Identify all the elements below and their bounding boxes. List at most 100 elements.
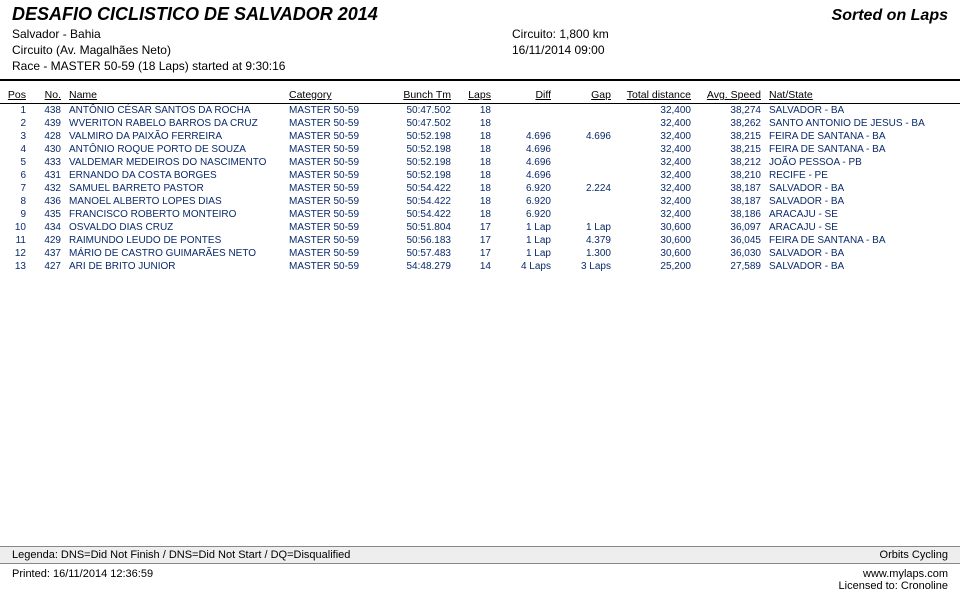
col-pos: Pos bbox=[0, 87, 30, 104]
cell-avg: 27,589 bbox=[695, 260, 765, 273]
cell-cat: MASTER 50-59 bbox=[285, 143, 385, 156]
cell-pos: 4 bbox=[0, 143, 30, 156]
cell-laps: 18 bbox=[455, 182, 495, 195]
cell-no: 437 bbox=[30, 247, 65, 260]
cell-name: MÁRIO DE CASTRO GUIMARÃES NETO bbox=[65, 247, 285, 260]
cell-diff: 4.696 bbox=[495, 130, 555, 143]
cell-avg: 38,187 bbox=[695, 195, 765, 208]
track: Circuito (Av. Magalhães Neto) bbox=[12, 43, 512, 57]
cell-gap bbox=[555, 195, 615, 208]
cell-bt: 50:52.198 bbox=[385, 169, 455, 182]
cell-laps: 17 bbox=[455, 234, 495, 247]
table-row: 1438ANTÔNIO CÉSAR SANTOS DA ROCHAMASTER … bbox=[0, 104, 960, 118]
cell-cat: MASTER 50-59 bbox=[285, 169, 385, 182]
circuito: Circuito: 1,800 km bbox=[512, 27, 609, 41]
cell-gap bbox=[555, 104, 615, 118]
cell-name: OSVALDO DIAS CRUZ bbox=[65, 221, 285, 234]
cell-avg: 38,212 bbox=[695, 156, 765, 169]
cell-avg: 36,097 bbox=[695, 221, 765, 234]
table-row: 10434OSVALDO DIAS CRUZMASTER 50-5950:51.… bbox=[0, 221, 960, 234]
cell-name: WVERITON RABELO BARROS DA CRUZ bbox=[65, 117, 285, 130]
cell-avg: 38,210 bbox=[695, 169, 765, 182]
results-table: Pos No. Name Category Bunch Tm Laps Diff… bbox=[0, 87, 960, 273]
cell-cat: MASTER 50-59 bbox=[285, 208, 385, 221]
cell-diff: 1 Lap bbox=[495, 234, 555, 247]
cell-nat: JOÃO PESSOA - PB bbox=[765, 156, 960, 169]
cell-diff: 4 Laps bbox=[495, 260, 555, 273]
cell-bt: 50:57.483 bbox=[385, 247, 455, 260]
col-avg: Avg. Speed bbox=[695, 87, 765, 104]
cell-td: 32,400 bbox=[615, 195, 695, 208]
cell-td: 30,600 bbox=[615, 247, 695, 260]
table-row: 6431ERNANDO DA COSTA BORGESMASTER 50-595… bbox=[0, 169, 960, 182]
cell-cat: MASTER 50-59 bbox=[285, 247, 385, 260]
table-row: 11429RAIMUNDO LEUDO DE PONTESMASTER 50-5… bbox=[0, 234, 960, 247]
cell-avg: 38,186 bbox=[695, 208, 765, 221]
cell-cat: MASTER 50-59 bbox=[285, 221, 385, 234]
cell-nat: SALVADOR - BA bbox=[765, 104, 960, 118]
cell-nat: SANTO ANTONIO DE JESUS - BA bbox=[765, 117, 960, 130]
cell-cat: MASTER 50-59 bbox=[285, 260, 385, 273]
cell-td: 25,200 bbox=[615, 260, 695, 273]
cell-avg: 36,030 bbox=[695, 247, 765, 260]
cell-diff: 1 Lap bbox=[495, 221, 555, 234]
cell-td: 32,400 bbox=[615, 182, 695, 195]
cell-gap: 3 Laps bbox=[555, 260, 615, 273]
legend-text: Legenda: DNS=Did Not Finish / DNS=Did No… bbox=[12, 549, 350, 561]
cell-no: 436 bbox=[30, 195, 65, 208]
cell-diff: 4.696 bbox=[495, 156, 555, 169]
table-row: 4430ANTÔNIO ROQUE PORTO DE SOUZAMASTER 5… bbox=[0, 143, 960, 156]
col-diff: Diff bbox=[495, 87, 555, 104]
printed-text: Printed: 16/11/2014 12:36:59 bbox=[12, 568, 153, 592]
cell-pos: 1 bbox=[0, 104, 30, 118]
cell-nat: FEIRA DE SANTANA - BA bbox=[765, 143, 960, 156]
cell-bt: 54:48.279 bbox=[385, 260, 455, 273]
cell-gap: 2.224 bbox=[555, 182, 615, 195]
cell-laps: 18 bbox=[455, 208, 495, 221]
cell-no: 439 bbox=[30, 117, 65, 130]
cell-name: VALDEMAR MEDEIROS DO NASCIMENTO bbox=[65, 156, 285, 169]
cell-cat: MASTER 50-59 bbox=[285, 234, 385, 247]
cell-no: 431 bbox=[30, 169, 65, 182]
cell-nat: SALVADOR - BA bbox=[765, 247, 960, 260]
cell-pos: 5 bbox=[0, 156, 30, 169]
cell-name: ANTÔNIO ROQUE PORTO DE SOUZA bbox=[65, 143, 285, 156]
cell-gap bbox=[555, 143, 615, 156]
cell-name: ERNANDO DA COSTA BORGES bbox=[65, 169, 285, 182]
cell-bt: 50:47.502 bbox=[385, 117, 455, 130]
cell-td: 32,400 bbox=[615, 143, 695, 156]
table-row: 9435FRANCISCO ROBERTO MONTEIROMASTER 50-… bbox=[0, 208, 960, 221]
cell-td: 32,400 bbox=[615, 130, 695, 143]
cell-nat: RECIFE - PE bbox=[765, 169, 960, 182]
cell-pos: 6 bbox=[0, 169, 30, 182]
cell-bt: 50:52.198 bbox=[385, 143, 455, 156]
cell-td: 30,600 bbox=[615, 234, 695, 247]
cell-no: 430 bbox=[30, 143, 65, 156]
cell-name: SAMUEL BARRETO PASTOR bbox=[65, 182, 285, 195]
cell-laps: 14 bbox=[455, 260, 495, 273]
cell-laps: 18 bbox=[455, 169, 495, 182]
cell-gap: 1.300 bbox=[555, 247, 615, 260]
cell-diff: 6.920 bbox=[495, 182, 555, 195]
cell-td: 32,400 bbox=[615, 104, 695, 118]
cell-gap bbox=[555, 208, 615, 221]
cell-cat: MASTER 50-59 bbox=[285, 104, 385, 118]
table-row: 13427ARI DE BRITO JUNIORMASTER 50-5954:4… bbox=[0, 260, 960, 273]
url-text: www.mylaps.com bbox=[863, 568, 948, 580]
cell-pos: 8 bbox=[0, 195, 30, 208]
table-row: 7432SAMUEL BARRETO PASTORMASTER 50-5950:… bbox=[0, 182, 960, 195]
sort-label: Sorted on Laps bbox=[832, 7, 948, 25]
cell-nat: FEIRA DE SANTANA - BA bbox=[765, 234, 960, 247]
cell-diff: 6.920 bbox=[495, 195, 555, 208]
cell-pos: 13 bbox=[0, 260, 30, 273]
cell-bt: 50:47.502 bbox=[385, 104, 455, 118]
table-row: 8436MANOEL ALBERTO LOPES DIASMASTER 50-5… bbox=[0, 195, 960, 208]
cell-gap: 4.696 bbox=[555, 130, 615, 143]
report-footer: Legenda: DNS=Did Not Finish / DNS=Did No… bbox=[0, 546, 960, 598]
location: Salvador - Bahia bbox=[12, 27, 512, 41]
cell-diff: 6.920 bbox=[495, 208, 555, 221]
cell-name: MANOEL ALBERTO LOPES DIAS bbox=[65, 195, 285, 208]
orbits-text: Orbits Cycling bbox=[880, 549, 948, 561]
cell-nat: SALVADOR - BA bbox=[765, 260, 960, 273]
cell-cat: MASTER 50-59 bbox=[285, 130, 385, 143]
